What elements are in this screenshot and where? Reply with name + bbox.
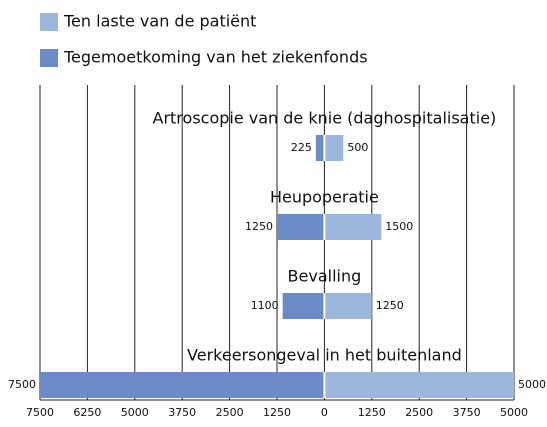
category-label: Verkeersongeval in het buitenland <box>187 346 462 365</box>
bar <box>324 372 514 398</box>
bar <box>282 293 325 319</box>
legend-swatch <box>40 13 58 31</box>
value-label: 225 <box>291 141 312 154</box>
x-tick-label: 6250 <box>73 406 101 419</box>
value-label: 7500 <box>8 378 36 391</box>
x-tick-label: 1250 <box>263 406 291 419</box>
legend-label: Ten laste van de patiënt <box>63 12 256 31</box>
x-tick-label: 2500 <box>216 406 244 419</box>
category-label: Bevalling <box>288 267 362 286</box>
value-label: 1100 <box>251 299 279 312</box>
value-label: 5000 <box>518 378 546 391</box>
bar <box>324 214 382 240</box>
value-label: 1500 <box>385 220 413 233</box>
value-label: 1250 <box>376 299 404 312</box>
category-label: Artroscopie van de knie (daghospitalisat… <box>153 109 497 128</box>
bar <box>315 135 325 161</box>
bar <box>277 214 325 240</box>
category-label: Heupoperatie <box>270 188 379 207</box>
x-tick-label: 3750 <box>453 406 481 419</box>
bar <box>324 135 344 161</box>
x-tick-label: 7500 <box>26 406 54 419</box>
x-tick-label: 5000 <box>500 406 528 419</box>
x-tick-label: 2500 <box>405 406 433 419</box>
legend-swatch <box>40 49 58 67</box>
bar <box>40 372 325 398</box>
x-tick-label: 1250 <box>358 406 386 419</box>
legend-label: Tegemoetkoming van het ziekenfonds <box>63 48 368 67</box>
x-tick-label: 5000 <box>121 406 149 419</box>
value-label: 1250 <box>245 220 273 233</box>
x-tick-label: 0 <box>321 406 328 419</box>
x-tick-label: 3750 <box>168 406 196 419</box>
value-label: 500 <box>347 141 368 154</box>
bar <box>324 293 372 319</box>
